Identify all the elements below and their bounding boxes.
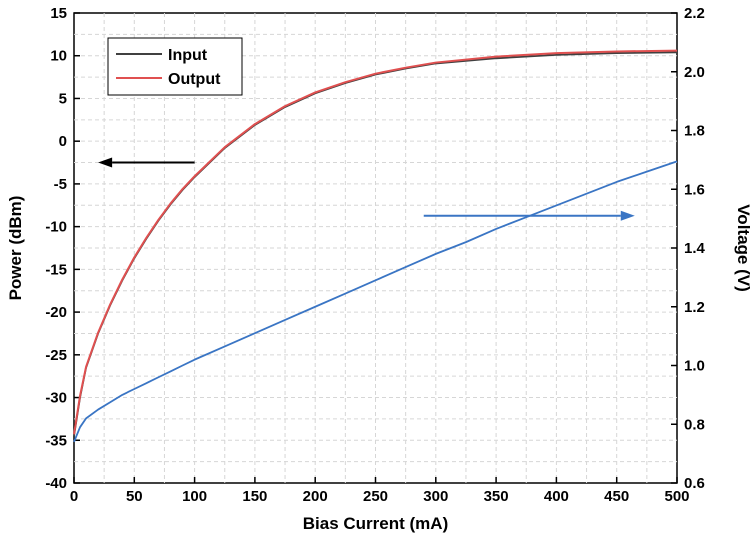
y-tick-label: -20 <box>45 304 67 321</box>
y2-tick-label: 1.4 <box>684 240 706 257</box>
grid <box>74 13 677 483</box>
x-tick-label: 0 <box>70 488 78 505</box>
x-tick-label: 450 <box>604 488 629 505</box>
y-tick-label: -10 <box>45 219 67 236</box>
x-tick-label: 200 <box>303 488 328 505</box>
y-axis-left: -40 -35 -30 -25 -20 -15 -10 -5 0 5 10 15 <box>45 5 80 492</box>
x-tick-label: 50 <box>126 488 143 505</box>
series-layer <box>73 49 678 443</box>
y-tick-label: 0 <box>59 133 67 150</box>
x-tick-label: 400 <box>544 488 569 505</box>
y2-tick-label: 1.6 <box>684 181 705 198</box>
annotation-arrows <box>98 157 635 221</box>
series-voltage-line <box>73 160 678 443</box>
x-axis-title: Bias Current (mA) <box>303 514 448 533</box>
y2-tick-label: 2.0 <box>684 64 705 81</box>
x-tick-label: 300 <box>423 488 448 505</box>
voltage-axis-arrowhead <box>620 210 635 221</box>
y-tick-label: 5 <box>59 90 67 107</box>
y-tick-label: -35 <box>45 432 67 449</box>
y-axis-title: Power (dBm) <box>6 196 25 301</box>
y2-tick-label: 2.2 <box>684 5 705 22</box>
series-output-line <box>73 49 678 435</box>
y-tick-label: 10 <box>50 48 67 65</box>
x-tick-label: 250 <box>363 488 388 505</box>
x-tick-label: 150 <box>242 488 267 505</box>
y2-tick-label: 1.2 <box>684 299 705 316</box>
x-tick-label: 350 <box>484 488 509 505</box>
y-tick-label: -30 <box>45 390 67 407</box>
y2-tick-label: 0.6 <box>684 475 705 492</box>
power-axis-arrowhead <box>98 157 113 168</box>
y-tick-label: -40 <box>45 475 67 492</box>
x-tick-label: 500 <box>664 488 689 505</box>
y-tick-label: -15 <box>45 261 67 278</box>
y-axis-right: 0.6 0.8 1.0 1.2 1.4 1.6 1.8 2.0 2.2 <box>671 5 706 492</box>
legend: Input Output <box>107 37 243 96</box>
y-tick-label: -5 <box>54 176 67 193</box>
y2-tick-label: 0.8 <box>684 416 705 433</box>
y2-tick-label: 1.0 <box>684 358 705 375</box>
x-tick-label: 100 <box>182 488 207 505</box>
y-tick-label: -25 <box>45 347 67 364</box>
x-axis: 0 50 100 150 200 250 300 350 400 450 500 <box>70 477 690 505</box>
legend-label-input: Input <box>168 47 208 64</box>
y2-tick-label: 1.8 <box>684 123 705 140</box>
y2-axis-title: Voltage (V) <box>734 204 750 292</box>
y-tick-label: 15 <box>50 5 67 22</box>
legend-label-output: Output <box>168 71 221 88</box>
legend-box <box>107 37 243 96</box>
